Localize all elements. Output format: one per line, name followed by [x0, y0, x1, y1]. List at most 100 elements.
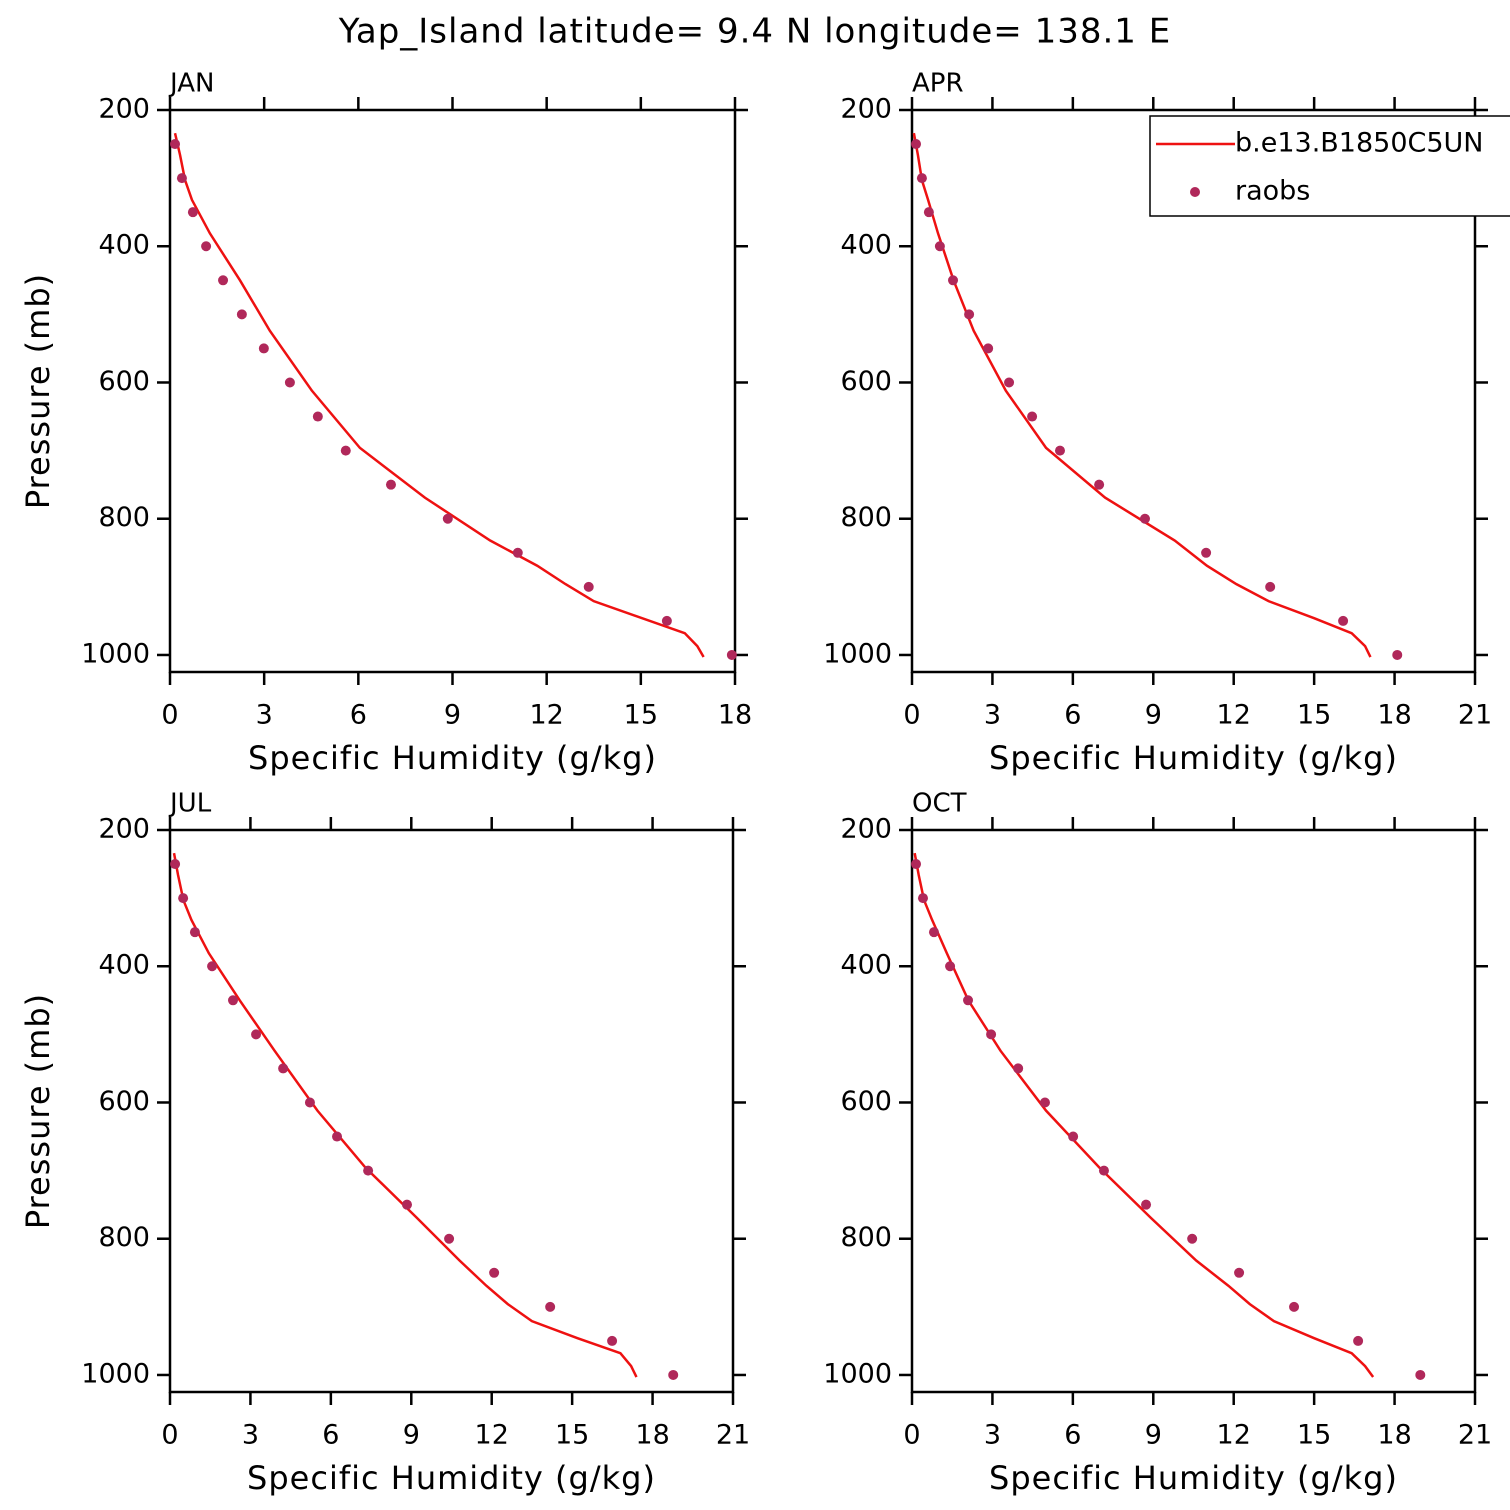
obs-point [1265, 581, 1276, 592]
obs-point [1139, 513, 1150, 524]
x-axis-label: Specific Humidity (g/kg) [248, 739, 657, 777]
obs-point [661, 615, 672, 626]
model-line [912, 132, 1372, 658]
obs-point [1098, 1165, 1109, 1176]
obs-point [1068, 1131, 1079, 1142]
x-tick-label: 0 [161, 1420, 178, 1451]
y-tick-label: 400 [98, 950, 150, 981]
obs-point [1201, 547, 1212, 558]
model-line [173, 132, 705, 658]
legend-label: b.e13.B1850C5UN [1235, 128, 1484, 159]
model-line [913, 852, 1375, 1378]
obs-point [963, 995, 974, 1006]
x-tick-label: 15 [1297, 700, 1331, 731]
x-tick-label: 0 [903, 700, 920, 731]
obs-point [385, 479, 396, 490]
obs-point [340, 445, 351, 456]
x-tick-label: 9 [1145, 700, 1162, 731]
x-tick-label: 3 [984, 700, 1001, 731]
obs-point [1013, 1063, 1024, 1074]
legend-box [1149, 115, 1510, 217]
obs-point [444, 1233, 455, 1244]
obs-point [983, 343, 994, 354]
obs-point [916, 173, 927, 184]
legend-label: raobs [1235, 176, 1310, 207]
obs-point [201, 241, 212, 252]
x-tick-label: 9 [444, 700, 461, 731]
obs-point [189, 927, 200, 938]
obs-point [176, 173, 187, 184]
x-tick-label: 12 [1217, 700, 1251, 731]
obs-point [304, 1097, 315, 1108]
panel-label: OCT [912, 789, 967, 819]
obs-point [1187, 1233, 1198, 1244]
x-tick-label: 0 [903, 1420, 920, 1451]
plot-frame [910, 828, 1477, 1394]
obs-point [251, 1029, 262, 1040]
x-tick-label: 6 [1064, 700, 1081, 731]
x-tick-label: 18 [1377, 700, 1411, 731]
y-tick-label: 600 [840, 366, 892, 397]
obs-point [489, 1267, 500, 1278]
obs-point [917, 893, 928, 904]
y-tick-label: 800 [840, 1222, 892, 1253]
obs-point [332, 1131, 343, 1142]
obs-point [258, 343, 269, 354]
x-tick-label: 18 [635, 1420, 669, 1451]
y-tick-label: 1000 [81, 1358, 150, 1389]
plot-frame [910, 108, 1477, 674]
x-tick-label: 18 [1377, 1420, 1411, 1451]
obs-point [170, 139, 181, 150]
x-tick-label: 6 [1064, 1420, 1081, 1451]
y-tick-label: 400 [840, 950, 892, 981]
y-tick-label: 1000 [823, 1358, 892, 1389]
y-tick-label: 600 [840, 1086, 892, 1117]
x-tick-label: 3 [242, 1420, 259, 1451]
x-tick-label: 9 [1145, 1420, 1162, 1451]
obs-point [278, 1063, 289, 1074]
obs-point [911, 859, 922, 870]
plot-frame [168, 108, 737, 674]
obs-point [964, 309, 975, 320]
obs-point [442, 513, 453, 524]
y-tick-label: 800 [98, 1222, 150, 1253]
obs-point [363, 1165, 374, 1176]
x-tick-label: 21 [1458, 1420, 1492, 1451]
obs-point [911, 139, 922, 150]
obs-point [1004, 377, 1015, 388]
model-line [172, 852, 638, 1378]
x-tick-label: 12 [475, 1420, 509, 1451]
obs-point [726, 649, 737, 660]
x-tick-label: 0 [161, 700, 178, 731]
obs-point [312, 411, 323, 422]
plot-frame [168, 828, 735, 1394]
y-tick-label: 400 [840, 230, 892, 261]
y-tick-label: 400 [98, 230, 150, 261]
panel-label: JAN [168, 69, 214, 99]
x-tick-label: 12 [529, 700, 563, 731]
y-tick-label: 800 [98, 502, 150, 533]
obs-point [1353, 1335, 1364, 1346]
x-tick-label: 3 [984, 1420, 1001, 1451]
obs-point [948, 275, 959, 286]
obs-point [228, 995, 239, 1006]
x-tick-label: 6 [350, 700, 367, 731]
obs-point [545, 1301, 556, 1312]
obs-point [218, 275, 229, 286]
obs-point [401, 1199, 412, 1210]
x-tick-label: 21 [1458, 700, 1492, 731]
y-axis-label: Pressure (mb) [19, 273, 57, 509]
obs-point [1141, 1199, 1152, 1210]
figure-title: Yap_Island latitude= 9.4 N longitude= 13… [338, 12, 1171, 52]
x-axis-label: Specific Humidity (g/kg) [247, 1459, 656, 1497]
obs-point [1392, 649, 1403, 660]
y-tick-label: 1000 [81, 638, 150, 669]
x-tick-label: 18 [718, 700, 752, 731]
x-tick-label: 3 [256, 700, 273, 731]
obs-point [607, 1335, 618, 1346]
x-tick-label: 12 [1217, 1420, 1251, 1451]
obs-point [934, 241, 945, 252]
panel-label: APR [912, 69, 964, 99]
